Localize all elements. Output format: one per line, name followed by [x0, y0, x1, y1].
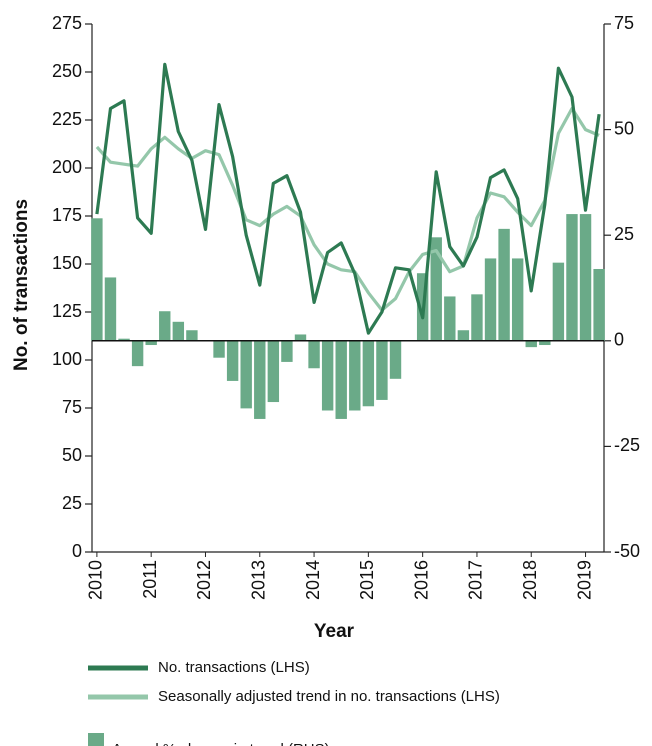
y2-tick-label: 50	[614, 118, 634, 138]
bar	[321, 340, 334, 411]
y2-tick-label: 75	[614, 13, 634, 33]
bar	[131, 340, 144, 367]
line	[95, 62, 601, 335]
bar	[254, 340, 266, 419]
x-tick-label: 2012	[194, 560, 214, 600]
bar	[525, 340, 537, 348]
bar	[186, 330, 198, 341]
bar	[104, 277, 117, 341]
y-tick-label: 75	[62, 397, 82, 417]
bar	[430, 237, 442, 341]
y-tick-label: 200	[52, 157, 82, 177]
bar	[308, 340, 320, 369]
x-axis-title: Year	[314, 621, 355, 642]
y2-tick-label: 0	[614, 330, 624, 350]
y-tick-label: 275	[52, 13, 82, 33]
bar	[281, 340, 293, 362]
legend-swatch	[88, 733, 104, 746]
bar	[498, 228, 510, 341]
bar	[362, 340, 375, 407]
bar	[172, 321, 185, 341]
x-tick-label: 2019	[574, 560, 594, 600]
y-tick-label: 225	[52, 109, 82, 129]
bar	[471, 294, 483, 341]
legend-label: Annual % change in trend (RHS)	[112, 741, 330, 746]
y2-tick-label: -50	[614, 541, 640, 561]
y-tick-label: 0	[72, 541, 82, 561]
bar	[91, 218, 103, 341]
x-tick-label: 2011	[140, 560, 160, 599]
bar	[213, 340, 225, 358]
y-tick-label: 150	[52, 253, 82, 273]
bar	[484, 258, 497, 341]
bar	[240, 340, 252, 409]
x-tick-label: 2016	[411, 560, 431, 600]
x-tick-label: 2014	[303, 560, 323, 600]
bar	[145, 340, 157, 346]
x-tick-label: 2017	[466, 560, 486, 600]
x-tick-label: 2015	[357, 560, 377, 600]
bar	[267, 340, 280, 403]
bar	[444, 296, 456, 341]
bar	[511, 258, 524, 341]
bar	[118, 338, 130, 341]
y-tick-label: 100	[52, 349, 82, 369]
y-tick-label: 50	[62, 445, 82, 465]
y-axis-title: No. of transactions	[11, 199, 32, 371]
x-tick-label: 2010	[86, 560, 106, 600]
bar	[349, 340, 361, 411]
y-tick-label: 25	[62, 493, 82, 513]
bar	[593, 268, 605, 341]
bar	[226, 340, 239, 381]
x-tick-label: 2013	[249, 560, 269, 600]
bar	[579, 214, 592, 341]
bar	[294, 334, 307, 341]
legend-label: No. transactions (LHS)	[158, 659, 310, 676]
y-tick-label: 125	[52, 301, 82, 321]
y2-tick-label: 25	[614, 224, 634, 244]
bar	[159, 311, 171, 341]
x-tick-label: 2018	[520, 560, 540, 600]
y2-tick-label: -25	[614, 435, 640, 455]
legend-label: Seasonally adjusted trend in no. transac…	[158, 688, 500, 705]
bar	[335, 340, 347, 419]
bar	[389, 340, 402, 379]
line	[95, 106, 600, 312]
bar	[566, 214, 578, 341]
bar	[539, 340, 551, 346]
bar	[457, 330, 470, 341]
y-tick-label: 250	[52, 61, 82, 81]
bar	[376, 340, 388, 400]
y-tick-label: 175	[52, 205, 82, 225]
bar	[552, 262, 565, 341]
